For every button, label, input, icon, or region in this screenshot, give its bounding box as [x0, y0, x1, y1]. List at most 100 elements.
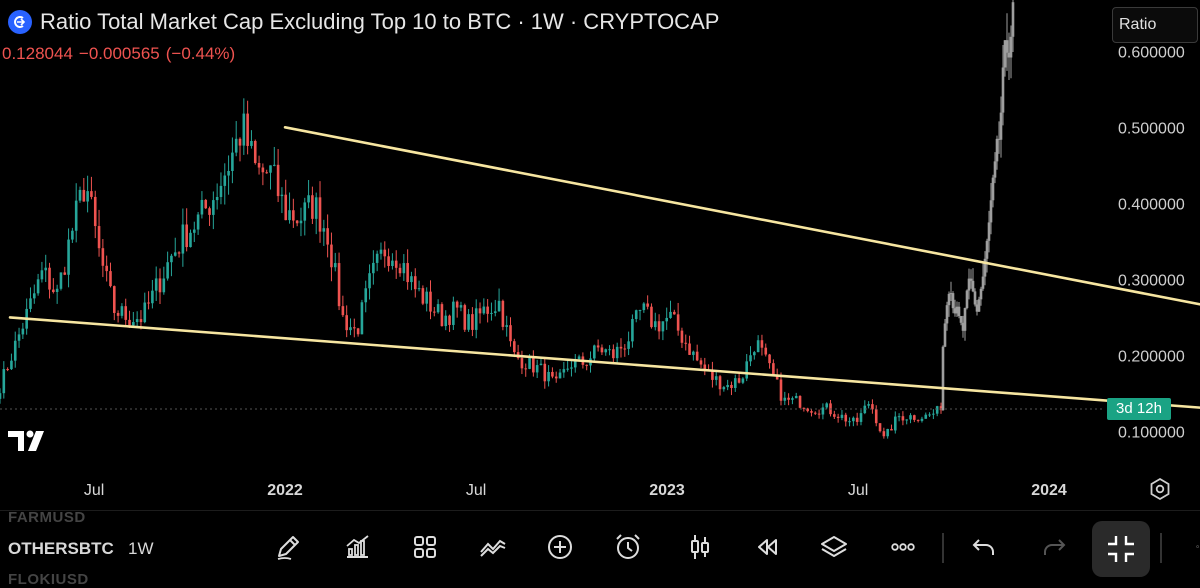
candle-body: [166, 262, 169, 279]
candle-body: [223, 175, 227, 186]
candle-body: [177, 252, 181, 254]
candle-body: [539, 363, 543, 366]
y-tick-label: 0.300000: [1118, 272, 1185, 289]
cryptocap-logo-icon: [8, 10, 32, 34]
drawing-tool-button[interactable]: [270, 529, 306, 565]
templates-button[interactable]: [407, 529, 443, 565]
candle-body: [185, 224, 188, 248]
candle-body: [36, 279, 40, 294]
compare-icon: [480, 539, 506, 557]
search-button[interactable]: [1178, 529, 1200, 565]
candle-body: [93, 196, 97, 227]
candle-body: [353, 327, 356, 329]
x-tick-label: 2022: [267, 482, 303, 499]
candle-body: [604, 349, 608, 353]
candle-body: [284, 194, 288, 221]
replay-button[interactable]: [749, 529, 785, 565]
candle-body: [909, 415, 912, 420]
candle-body: [783, 397, 787, 401]
candle-body: [265, 172, 268, 174]
candle-body: [189, 232, 192, 248]
compare-button[interactable]: [475, 529, 511, 565]
candle-body: [987, 222, 991, 241]
candle-body: [585, 364, 588, 366]
candle-body: [703, 364, 707, 370]
candle-body: [608, 349, 611, 351]
price-change-pct: (−0.44%): [165, 44, 236, 63]
indicators-button[interactable]: [339, 529, 375, 565]
candle-body: [151, 290, 154, 304]
add-icon: [548, 535, 572, 559]
candle-body: [554, 376, 558, 379]
candle-body: [695, 351, 699, 361]
candle-body: [227, 170, 230, 176]
chart-settings-icon[interactable]: [1148, 477, 1172, 501]
candle-body: [196, 214, 200, 230]
candle-body: [109, 271, 112, 287]
redo-button[interactable]: [1036, 529, 1072, 565]
candle-body: [425, 291, 428, 304]
candle-body: [429, 291, 432, 312]
candle-body: [840, 414, 844, 418]
candle-body: [1011, 2, 1015, 37]
next-symbol[interactable]: FLOKIUSD: [8, 571, 89, 588]
candle-body: [957, 306, 961, 317]
price-axis[interactable]: 0.100000 0.200000 0.300000 0.400000 0.500000…: [1118, 44, 1185, 441]
symbol-button[interactable]: OTHERSBTC: [8, 539, 114, 558]
candle-body: [714, 376, 718, 380]
bar-countdown-badge: 3d 12h: [1107, 398, 1171, 420]
candle-body: [999, 112, 1003, 140]
fullscreen-toggle-button[interactable]: [1092, 521, 1150, 577]
candle-body: [573, 359, 577, 368]
scale-mode-button[interactable]: Ratio: [1112, 7, 1198, 43]
more-button[interactable]: [885, 529, 921, 565]
candle-body: [86, 191, 89, 202]
add-button[interactable]: [542, 529, 578, 565]
candle-body: [813, 412, 817, 414]
candle-body: [6, 369, 9, 371]
pen-icon: [277, 536, 299, 560]
candle-body: [817, 413, 821, 415]
x-tick-label: 2024: [1031, 482, 1067, 499]
candle-body: [132, 322, 135, 326]
candle-body: [116, 312, 120, 316]
layers-button[interactable]: [816, 529, 852, 565]
y-tick-label: 0.600000: [1118, 44, 1185, 61]
undo-button[interactable]: [966, 529, 1002, 565]
candle-body: [593, 345, 596, 359]
x-tick-label: Jul: [84, 482, 104, 499]
chart-style-button[interactable]: [682, 529, 718, 565]
candle-body: [242, 113, 246, 146]
x-tick-label: Jul: [848, 482, 868, 499]
candle-body: [848, 421, 851, 423]
candle-body: [680, 330, 684, 343]
candle-body: [684, 342, 688, 344]
prev-symbol[interactable]: FARMUSD: [8, 509, 86, 526]
candle-body: [292, 210, 295, 221]
candle-body: [299, 220, 303, 224]
candle-body: [128, 319, 131, 326]
candle-body: [360, 302, 364, 335]
alert-button[interactable]: [610, 529, 646, 565]
candle-body: [524, 368, 528, 370]
candle-body: [547, 371, 550, 382]
candle-body: [893, 416, 897, 431]
price-chart[interactable]: 0.100000 0.200000 0.300000 0.400000 0.500000…: [0, 0, 1200, 510]
fullscreen-exit-icon: [1108, 536, 1134, 562]
candle-body: [971, 280, 975, 292]
candle-body: [794, 395, 798, 399]
candle-body: [520, 358, 524, 369]
candle-body: [82, 189, 86, 202]
interval-button[interactable]: 1W: [128, 539, 154, 558]
candle-body: [638, 310, 642, 312]
chart-title[interactable]: Ratio Total Market Cap Excluding Top 10 …: [40, 9, 720, 34]
candle-body: [78, 189, 82, 201]
candle-body: [619, 346, 623, 349]
time-axis[interactable]: Jul2022Jul2023Jul2024Jul2025Jul2026Jul: [84, 482, 1200, 499]
candle-body: [871, 404, 874, 410]
candle-body: [17, 334, 21, 341]
candle-body: [631, 319, 634, 342]
candle-body: [433, 311, 436, 313]
candle-body: [143, 302, 147, 323]
candle-body: [467, 314, 470, 330]
